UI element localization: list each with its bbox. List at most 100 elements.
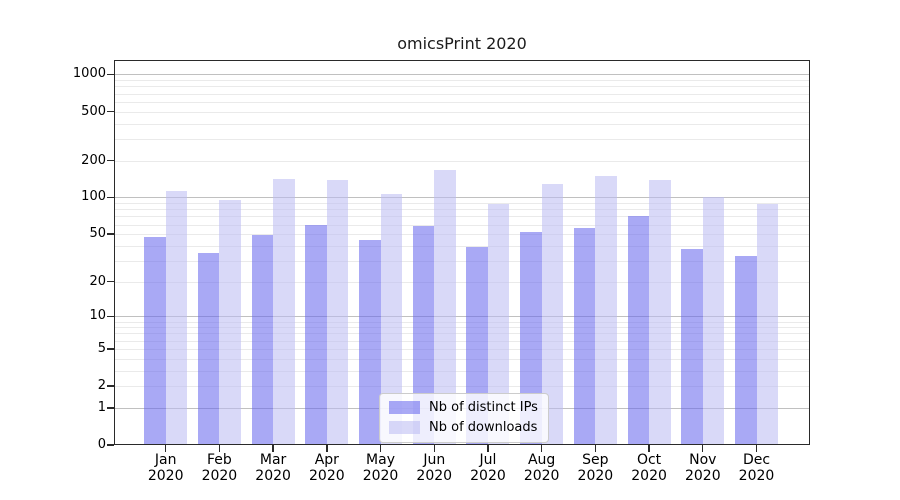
x-tick-label-line: Jun [423, 452, 446, 468]
bar-downloads [595, 175, 617, 445]
x-tick-label-line: 2020 [362, 468, 399, 484]
x-tick-label-line: 2020 [631, 468, 667, 484]
legend-item-distinct-ips: Nb of distinct IPs [389, 400, 538, 415]
bar-distinct-ips [305, 225, 327, 445]
major-gridline [114, 74, 810, 76]
x-tick [433, 445, 435, 452]
x-tick-label-line: 2020 [309, 468, 345, 484]
y-tick-label: 0 [97, 437, 106, 452]
x-tick [648, 445, 650, 452]
bar-downloads [649, 180, 671, 445]
minor-gridline [114, 86, 810, 88]
bar-downloads [434, 170, 456, 445]
bar-distinct-ips [251, 235, 274, 445]
minor-gridline [114, 101, 810, 103]
x-tick-label-line: 2020 [470, 468, 506, 484]
y-tick [107, 407, 114, 409]
x-tick-label-line: Sep [582, 452, 609, 468]
x-tick-label: May 2020 [349, 452, 413, 484]
y-tick [107, 348, 114, 350]
y-tick [107, 196, 114, 199]
x-tick-label-line: Jul [479, 452, 497, 468]
legend: Nb of distinct IPs Nb of downloads [379, 393, 549, 443]
x-tick-label: Sep 2020 [563, 452, 627, 484]
x-tick-label-line: Nov [689, 452, 717, 468]
x-tick [540, 445, 543, 452]
x-tick [326, 445, 328, 452]
minor-gridline [114, 370, 810, 372]
x-tick-label-line: Jan [154, 452, 177, 468]
x-tick [487, 445, 489, 452]
minor-gridline [114, 358, 810, 360]
y-tick-label: 500 [81, 103, 106, 119]
x-tick [379, 445, 382, 452]
minor-gridline [114, 281, 810, 283]
major-gridline [114, 316, 810, 318]
y-tick [107, 315, 114, 318]
y-tick [107, 110, 114, 113]
bar-downloads [165, 191, 188, 445]
bar-downloads [702, 196, 725, 445]
x-tick [594, 445, 597, 452]
y-tick [107, 233, 114, 235]
bar-downloads [273, 179, 295, 445]
bar-downloads [756, 204, 778, 445]
bar-distinct-ips [573, 228, 596, 445]
minor-gridline [114, 93, 810, 95]
y-tick-label: 2 [97, 378, 106, 394]
minor-gridline [114, 80, 810, 82]
x-tick [272, 445, 274, 452]
y-tick [107, 385, 114, 387]
legend-label-distinct-ips: Nb of distinct IPs [429, 400, 538, 415]
x-tick-label-line: 2020 [147, 468, 184, 484]
bar-downloads [380, 193, 403, 445]
minor-gridline [114, 321, 810, 323]
plot-area [114, 60, 810, 445]
minor-gridline [114, 123, 810, 125]
x-tick-label-line: Mar [259, 452, 287, 468]
x-tick-label: Nov 2020 [671, 452, 735, 484]
x-tick-label-line: 2020 [201, 468, 238, 484]
bar-distinct-ips [681, 248, 703, 445]
bar-downloads [326, 180, 349, 445]
bar-distinct-ips [197, 252, 220, 445]
x-tick-label-line: Aug [527, 452, 556, 468]
x-tick-label: Jul 2020 [456, 452, 520, 484]
minor-gridline [114, 209, 810, 211]
y-tick-label: 5 [97, 340, 106, 356]
legend-item-downloads: Nb of downloads [389, 420, 538, 435]
x-tick [755, 445, 758, 452]
bar-distinct-ips [144, 237, 166, 445]
x-tick [218, 445, 221, 452]
x-tick-label: Apr 2020 [295, 452, 359, 484]
minor-gridline [114, 327, 810, 329]
x-tick [165, 445, 167, 452]
x-tick-label: Oct 2020 [617, 452, 681, 484]
x-tick-label: Feb 2020 [187, 452, 251, 484]
y-tick-label: 200 [81, 152, 106, 168]
y-tick-label: 10 [89, 308, 106, 324]
bar-downloads [541, 183, 564, 445]
x-tick-label-line: Oct [636, 452, 662, 468]
x-tick-label-line: 2020 [523, 468, 560, 484]
x-tick-label: Mar 2020 [241, 452, 305, 484]
y-tick [107, 159, 114, 162]
major-gridline [114, 197, 810, 199]
minor-gridline [114, 111, 810, 113]
x-tick-label: Jun 2020 [402, 452, 466, 484]
minor-gridline [114, 160, 810, 162]
minor-gridline [114, 216, 810, 218]
x-tick-label-line: 2020 [577, 468, 614, 484]
x-tick-label: Jan 2020 [134, 452, 198, 484]
minor-gridline [114, 340, 810, 342]
minor-gridline [114, 234, 810, 236]
x-tick [702, 445, 704, 452]
y-tick-label: 100 [81, 189, 106, 205]
minor-gridline [114, 386, 810, 388]
x-tick-label-line: Feb [207, 452, 232, 468]
bar-distinct-ips [359, 239, 381, 445]
y-tick [107, 281, 114, 283]
legend-swatch-downloads [389, 421, 420, 434]
bar-downloads [219, 199, 241, 445]
